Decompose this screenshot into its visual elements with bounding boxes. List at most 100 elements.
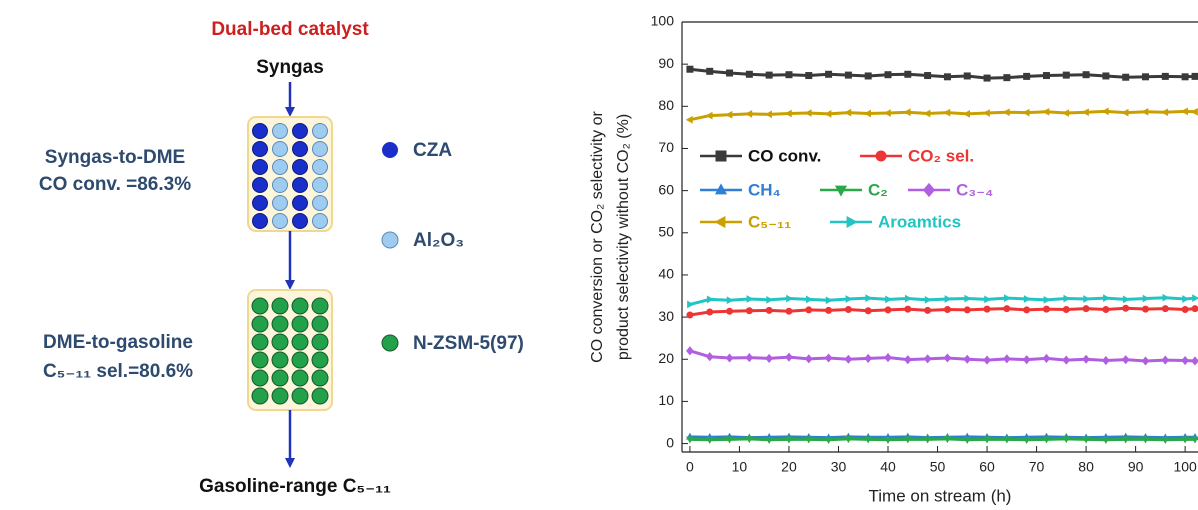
catalyst-particle xyxy=(251,351,269,369)
marker xyxy=(1003,305,1011,313)
marker xyxy=(964,294,972,303)
marker xyxy=(725,436,734,444)
marker xyxy=(745,307,753,315)
marker xyxy=(1191,305,1198,313)
catalyst-particle xyxy=(291,315,309,333)
marker xyxy=(824,110,832,118)
marker xyxy=(1082,305,1090,313)
legend-marker xyxy=(922,182,936,198)
marker xyxy=(883,109,891,117)
y-tick-label: 10 xyxy=(658,392,674,408)
catalyst-particle xyxy=(292,195,308,211)
y-tick-label: 50 xyxy=(658,223,674,239)
marker xyxy=(1083,295,1091,303)
legend-marker xyxy=(714,183,728,195)
catalyst-particle xyxy=(311,351,329,369)
marker xyxy=(1161,436,1170,444)
marker xyxy=(825,306,833,314)
y-axis-title: CO conversion or CO₂ selectivity or xyxy=(589,111,606,363)
marker xyxy=(1142,305,1150,313)
marker xyxy=(1142,73,1150,81)
marker xyxy=(905,294,913,303)
marker xyxy=(686,65,694,73)
marker xyxy=(804,436,813,444)
material-dot xyxy=(382,142,398,158)
marker xyxy=(903,355,912,365)
series-line xyxy=(689,437,1196,442)
marker xyxy=(1022,355,1031,365)
marker xyxy=(1141,356,1150,366)
marker xyxy=(1003,354,1011,364)
marker xyxy=(804,109,812,117)
marker xyxy=(984,295,992,304)
marker xyxy=(725,353,734,363)
marker xyxy=(1121,108,1129,117)
marker xyxy=(943,353,952,363)
catalyst-particle xyxy=(292,213,308,229)
marker xyxy=(1102,355,1110,366)
marker xyxy=(1002,108,1010,117)
catalyst-particle xyxy=(251,387,269,405)
x-tick-label: 80 xyxy=(1078,459,1094,475)
x-tick-label: 90 xyxy=(1128,459,1144,475)
catalyst-particle xyxy=(252,159,268,175)
marker xyxy=(943,306,951,314)
marker xyxy=(765,306,773,314)
material-label: Al₂O₃ xyxy=(413,230,464,251)
marker xyxy=(1023,72,1031,80)
catalyst-particle xyxy=(272,141,288,157)
catalyst-particle xyxy=(252,141,268,157)
marker xyxy=(765,71,773,79)
material-dot xyxy=(381,334,399,352)
marker xyxy=(1102,306,1110,314)
marker xyxy=(1191,72,1198,80)
marker xyxy=(903,108,911,117)
x-tick-label: 70 xyxy=(1029,459,1045,475)
marker xyxy=(766,295,774,304)
marker xyxy=(1003,436,1011,444)
marker xyxy=(963,306,971,314)
marker xyxy=(805,72,813,80)
marker xyxy=(864,436,873,444)
marker xyxy=(863,109,871,118)
marker xyxy=(1042,353,1051,363)
catalyst-particle xyxy=(272,177,288,193)
marker xyxy=(884,306,892,314)
marker xyxy=(745,353,754,363)
marker xyxy=(885,295,893,304)
marker xyxy=(686,436,694,444)
marker xyxy=(1062,71,1070,79)
feed-label: Syngas xyxy=(256,57,324,78)
marker xyxy=(765,353,774,363)
marker xyxy=(726,69,734,77)
y-tick-label: 20 xyxy=(658,350,674,366)
marker xyxy=(1192,294,1198,302)
marker xyxy=(923,354,932,364)
marker xyxy=(1023,306,1031,314)
catalyst-particle xyxy=(251,369,269,387)
marker xyxy=(745,70,753,78)
marker xyxy=(785,352,793,362)
marker xyxy=(1102,72,1110,80)
marker xyxy=(1022,436,1031,444)
marker xyxy=(1102,436,1110,444)
catalyst-particle xyxy=(312,213,328,229)
x-tick-label: 50 xyxy=(930,459,946,475)
marker xyxy=(1082,354,1090,364)
marker xyxy=(705,436,714,444)
catalyst-particle xyxy=(291,387,309,405)
marker xyxy=(983,355,991,365)
marker xyxy=(1181,355,1189,366)
marker xyxy=(983,436,991,444)
marker xyxy=(785,436,793,444)
marker xyxy=(1004,294,1012,302)
marker xyxy=(943,436,952,444)
marker xyxy=(1082,436,1090,444)
catalyst-particle xyxy=(292,123,308,139)
marker xyxy=(785,71,793,79)
marker xyxy=(923,109,931,118)
catalyst-particle xyxy=(271,315,289,333)
marker xyxy=(943,73,951,81)
marker xyxy=(845,295,853,303)
marker xyxy=(963,72,971,80)
